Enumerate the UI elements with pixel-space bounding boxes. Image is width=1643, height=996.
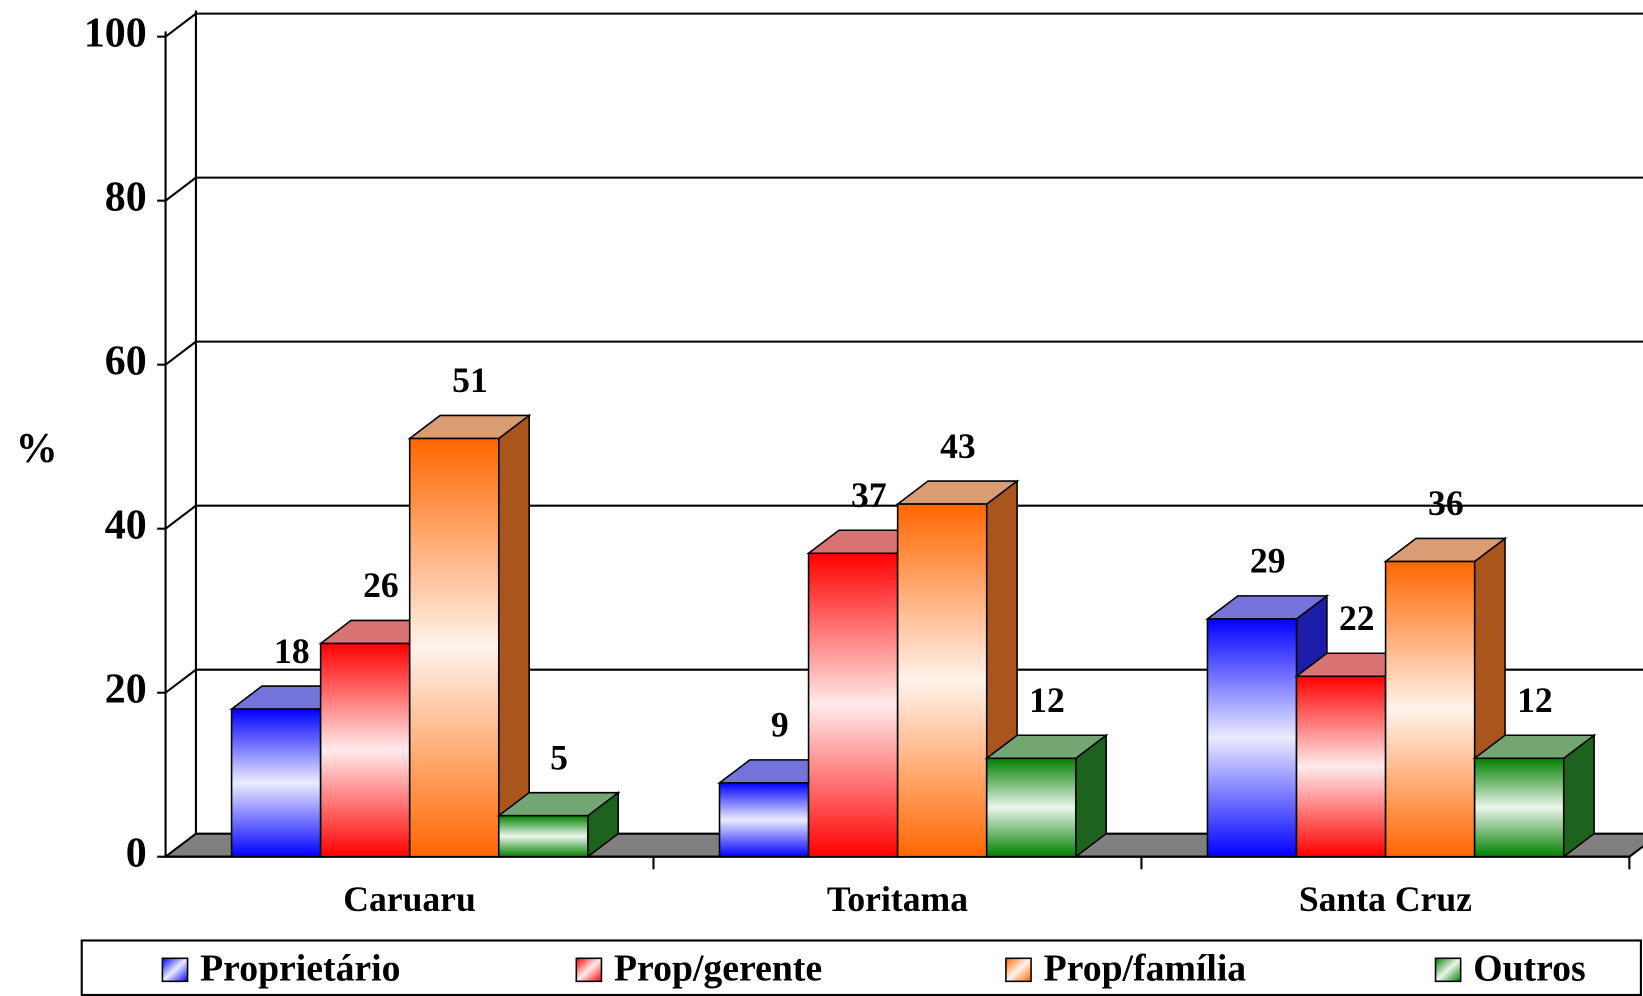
legend-label: Prop/gerente xyxy=(614,948,822,990)
bar xyxy=(319,642,411,858)
data-label: 43 xyxy=(940,426,976,466)
grid-line xyxy=(164,340,197,366)
bar xyxy=(1295,675,1387,858)
y-tick-label: 20 xyxy=(105,666,147,712)
y-tick-label: 40 xyxy=(105,502,147,548)
y-tick-label: 100 xyxy=(84,10,147,56)
data-label: 37 xyxy=(851,475,887,515)
data-label: 12 xyxy=(1517,680,1553,720)
legend-label: Outros xyxy=(1473,948,1585,990)
y-axis-title: % xyxy=(16,426,58,472)
legend-label: Prop/família xyxy=(1044,948,1247,990)
data-label: 22 xyxy=(1339,598,1375,638)
grid-line xyxy=(164,12,197,38)
data-label: 26 xyxy=(363,565,399,605)
data-label: 36 xyxy=(1428,483,1464,523)
bar xyxy=(807,552,899,858)
x-tick-label: Santa Cruz xyxy=(1299,879,1472,919)
bar xyxy=(985,757,1077,858)
bar xyxy=(1384,560,1476,858)
legend-swatch xyxy=(1005,957,1032,983)
y-tick-label: 0 xyxy=(126,830,147,876)
grid-line xyxy=(164,504,197,530)
data-label: 51 xyxy=(452,360,488,400)
data-label: 9 xyxy=(771,705,789,745)
grid-line xyxy=(164,668,197,694)
data-label: 18 xyxy=(274,631,310,671)
bar xyxy=(718,782,810,858)
x-tick-label: Caruaru xyxy=(343,879,476,919)
bar xyxy=(1206,618,1298,858)
x-tick-label: Toritama xyxy=(827,879,968,919)
y-tick-label: 60 xyxy=(105,338,147,384)
bar xyxy=(497,814,589,858)
grid-line xyxy=(164,176,197,202)
legend-label: Proprietário xyxy=(200,948,400,990)
bar xyxy=(896,503,988,858)
bar-side xyxy=(497,413,530,859)
data-label: 5 xyxy=(550,737,568,777)
bar xyxy=(1473,757,1565,858)
legend-swatch xyxy=(575,957,603,983)
legend-swatch xyxy=(161,957,189,983)
bar xyxy=(230,708,322,858)
y-tick-label: 80 xyxy=(105,174,147,220)
legend-swatch xyxy=(1434,957,1462,983)
bar xyxy=(408,437,500,858)
legend-box xyxy=(80,939,1642,996)
data-label: 29 xyxy=(1250,541,1286,581)
data-label: 12 xyxy=(1029,680,1065,720)
